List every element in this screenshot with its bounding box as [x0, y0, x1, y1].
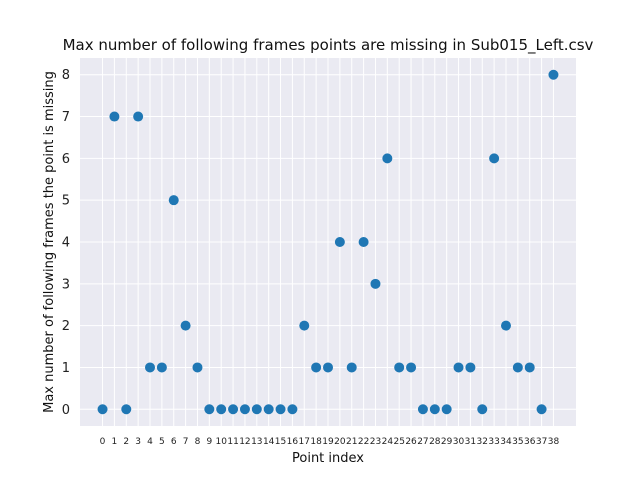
data-point: [512, 362, 523, 373]
x-tick-label: 10: [215, 437, 227, 447]
data-point: [156, 362, 167, 373]
x-tick-label: 23: [370, 437, 381, 447]
x-tick-label: 11: [227, 437, 238, 447]
x-tick-label: 16: [287, 437, 299, 447]
data-point: [524, 362, 535, 373]
data-point: [417, 404, 428, 415]
x-tick-label: 28: [429, 437, 441, 447]
data-point: [275, 404, 286, 415]
x-axis-label: Point index: [292, 451, 364, 466]
x-tick-label: 35: [512, 437, 523, 447]
x-tick-label: 20: [334, 437, 346, 447]
data-point: [145, 362, 156, 373]
data-point: [216, 404, 227, 415]
data-point: [323, 362, 333, 373]
data-points: [97, 69, 559, 415]
data-point: [370, 278, 381, 289]
y-tick-labels: 0 1 2 3 4 5 6 7 8: [62, 68, 70, 418]
x-tick-label: 27: [417, 437, 428, 447]
y-tick-label: 8: [62, 68, 70, 83]
data-point: [334, 237, 345, 247]
x-tick-label: 6: [171, 437, 177, 447]
x-tick-label: 2: [123, 437, 129, 447]
data-point: [299, 320, 310, 331]
x-tick-label: 5: [159, 437, 165, 447]
data-point: [251, 404, 262, 415]
x-tick-label: 13: [251, 437, 262, 447]
y-axis-label: Max number of following frames the point…: [42, 71, 57, 413]
x-tick-label: 8: [195, 437, 201, 447]
data-point: [287, 404, 298, 415]
data-point: [263, 404, 274, 415]
data-point: [133, 111, 144, 122]
y-tick-label: 7: [62, 110, 70, 125]
data-point: [429, 404, 440, 415]
data-point: [453, 362, 464, 373]
x-tick-label: 0: [100, 437, 106, 447]
data-point: [536, 404, 547, 415]
x-tick-label: 32: [477, 437, 488, 447]
data-point: [109, 111, 120, 122]
data-point: [239, 404, 250, 415]
x-tick-label: 33: [488, 437, 499, 447]
data-point: [489, 153, 500, 164]
data-point: [406, 362, 417, 373]
data-point: [180, 320, 191, 331]
data-point: [465, 362, 476, 373]
data-point: [394, 362, 405, 373]
data-point: [192, 362, 203, 373]
y-tick-label: 5: [62, 194, 70, 209]
y-tick-label: 6: [62, 152, 70, 167]
x-tick-label: 38: [548, 437, 560, 447]
x-tick-label: 25: [393, 437, 404, 447]
x-tick-label: 37: [536, 437, 547, 447]
x-tick-label: 14: [263, 437, 275, 447]
y-tick-label: 2: [62, 319, 70, 334]
y-tick-label: 3: [62, 277, 70, 292]
x-tick-label: 30: [453, 437, 465, 447]
x-tick-label: 34: [500, 437, 512, 447]
x-tick-label: 21: [346, 437, 357, 447]
data-point: [97, 404, 108, 415]
x-tick-labels: 0 1 2 3 4 5 6 7 8 9 10 11 12 13 14 15 16 17 18 19 20 21 22 23 24…: [100, 437, 560, 447]
y-tick-label: 0: [62, 403, 70, 418]
x-tick-label: 15: [275, 437, 286, 447]
x-tick-label: 26: [405, 437, 417, 447]
chart-title: Max number of following frames points ar…: [63, 36, 594, 55]
x-tick-label: 9: [206, 437, 212, 447]
x-tick-label: 31: [465, 437, 476, 447]
x-tick-label: 22: [358, 437, 369, 447]
data-point: [441, 404, 452, 415]
x-tick-label: 19: [322, 437, 334, 447]
x-tick-label: 17: [299, 437, 310, 447]
x-tick-label: 36: [524, 437, 536, 447]
x-tick-label: 1: [112, 437, 118, 447]
x-tick-label: 4: [147, 437, 153, 447]
y-tick-label: 1: [62, 361, 70, 376]
data-point: [382, 153, 393, 164]
data-point: [228, 404, 239, 415]
data-point: [477, 404, 488, 415]
data-point: [121, 404, 132, 415]
x-tick-label: 29: [441, 437, 453, 447]
x-tick-label: 12: [239, 437, 250, 447]
y-tick-label: 4: [62, 236, 70, 251]
x-tick-label: 3: [135, 437, 141, 447]
data-point: [311, 362, 322, 373]
data-point: [548, 69, 559, 80]
data-point: [168, 195, 179, 206]
data-point: [500, 320, 511, 331]
data-point: [358, 237, 369, 247]
x-tick-label: 7: [183, 437, 189, 447]
x-tick-label: 24: [382, 437, 394, 447]
data-point: [204, 404, 215, 415]
data-point: [346, 362, 357, 373]
x-tick-label: 18: [310, 437, 322, 447]
